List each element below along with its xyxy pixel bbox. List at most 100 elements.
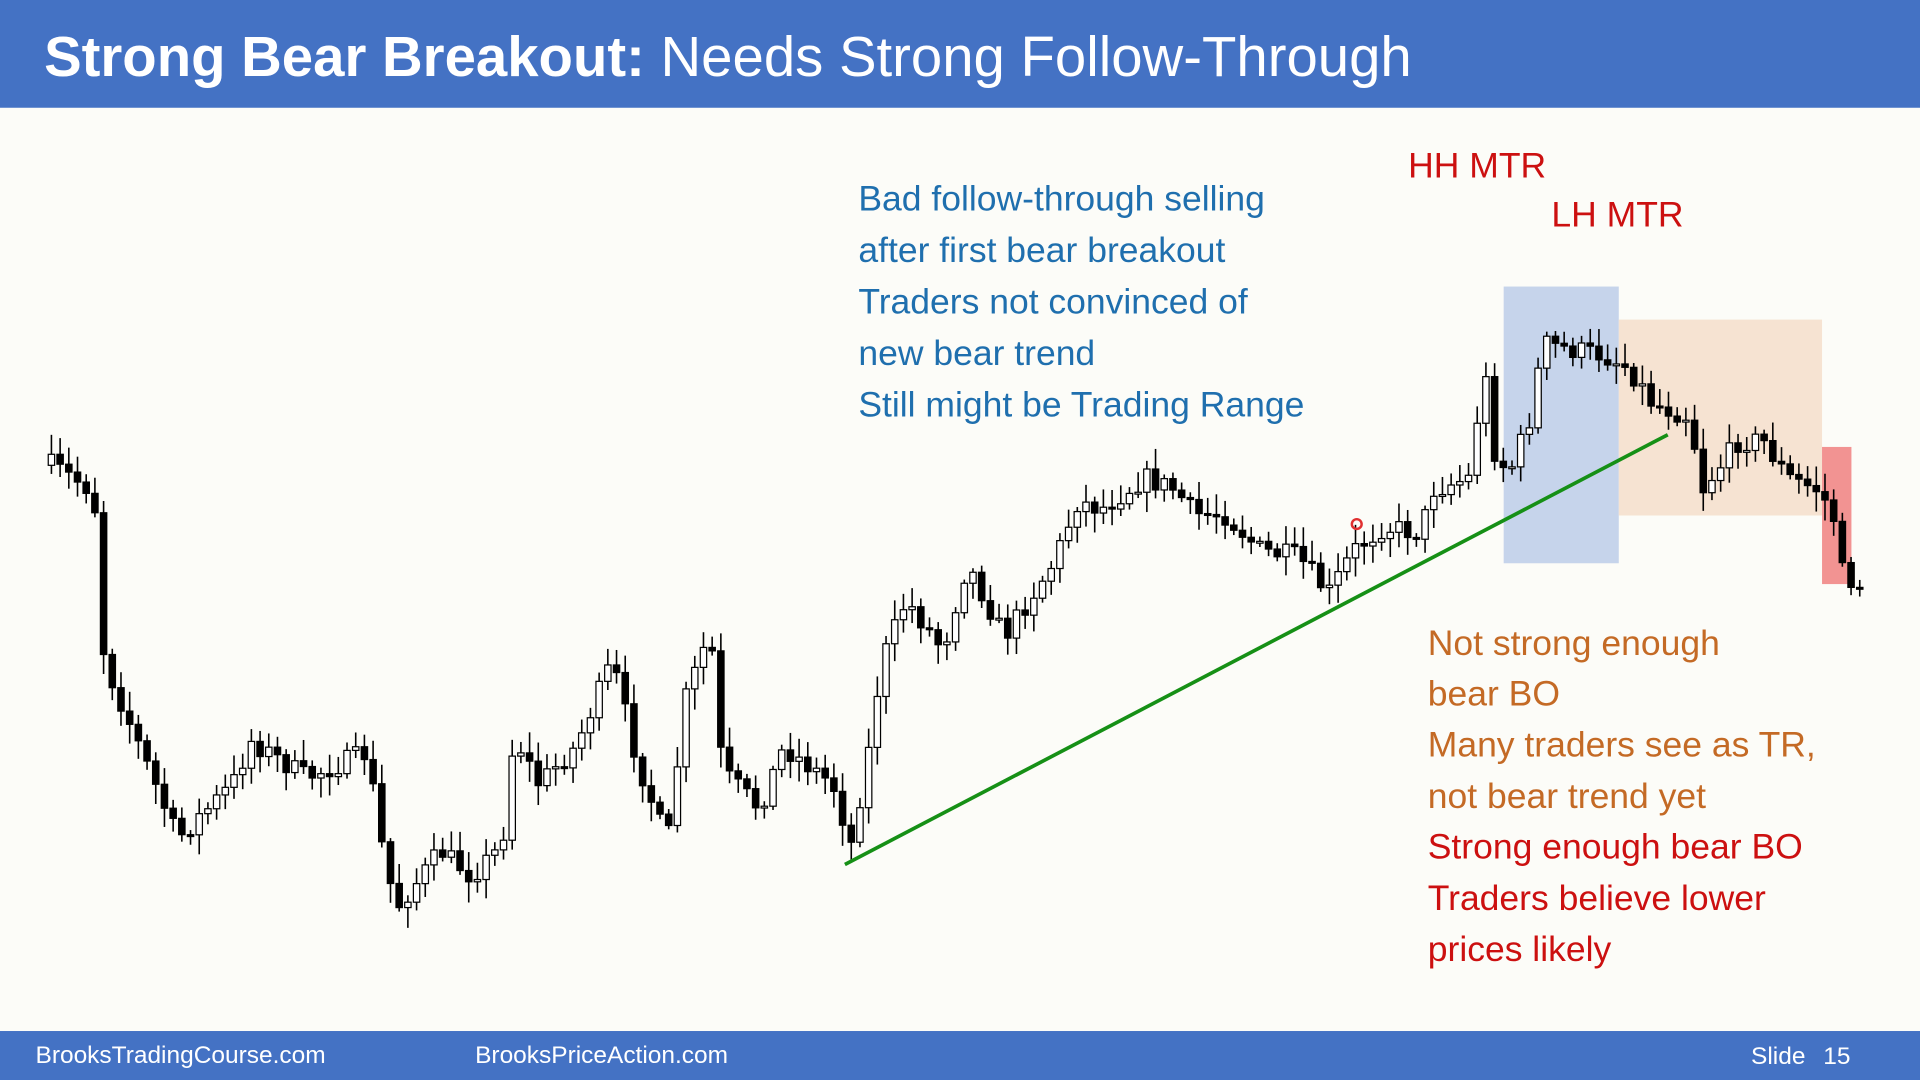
candle-body xyxy=(1203,512,1212,517)
candle-body xyxy=(543,768,551,787)
candle-body xyxy=(1682,419,1690,423)
candle-body xyxy=(91,492,99,514)
candle-body xyxy=(890,619,899,645)
candle-body xyxy=(412,883,421,903)
candle-body xyxy=(1786,463,1795,476)
candle-body xyxy=(143,740,151,762)
candle-body xyxy=(247,740,256,769)
candle-body xyxy=(725,746,734,772)
candle-body xyxy=(1169,478,1177,491)
candle-body xyxy=(847,824,856,843)
candle-body xyxy=(1030,597,1038,616)
candle-body xyxy=(682,688,690,768)
candle-body xyxy=(1656,405,1664,409)
note-line: Traders believe lower xyxy=(1428,878,1766,918)
candle-body xyxy=(1456,480,1464,486)
candle-body xyxy=(1812,484,1821,493)
candle-body xyxy=(630,703,638,758)
candle-body xyxy=(864,746,873,809)
candle-body xyxy=(351,746,360,752)
candle-body xyxy=(1821,491,1829,501)
note-line: Many traders see as TR, xyxy=(1428,725,1816,765)
title-rest: Needs Strong Follow-Through xyxy=(661,25,1412,88)
candle-body xyxy=(934,629,942,646)
candle-body xyxy=(821,767,829,779)
candle-body xyxy=(334,773,343,778)
note-line: new bear trend xyxy=(858,333,1095,373)
candle-body xyxy=(273,746,282,756)
candle-body xyxy=(1490,376,1499,462)
candle-body xyxy=(1273,548,1282,558)
candle-body xyxy=(1508,466,1516,470)
trend-line xyxy=(844,433,1669,867)
candle-body xyxy=(230,774,238,788)
blue-zone xyxy=(1503,286,1619,564)
candle-body xyxy=(99,512,108,656)
note-line: bear BO xyxy=(1428,673,1560,713)
note-line: Traders not convinced of xyxy=(858,281,1248,321)
candle-body xyxy=(125,710,134,725)
candle-body xyxy=(534,760,543,787)
candle-body xyxy=(438,849,447,858)
candle-body xyxy=(838,790,847,826)
candle-body xyxy=(899,609,908,621)
footer-left: BrooksTradingCourse.com xyxy=(36,1042,326,1069)
candle-body xyxy=(404,901,412,909)
candle-body xyxy=(1725,442,1734,469)
candle-body xyxy=(1769,440,1777,462)
candle-body xyxy=(1734,442,1742,453)
candle-body xyxy=(178,817,186,836)
candle-body xyxy=(482,854,490,881)
candle-body xyxy=(499,839,508,851)
price-chart xyxy=(47,328,1864,928)
candle-body xyxy=(1751,433,1760,452)
candle-body xyxy=(1360,543,1368,547)
slide-number: 15 xyxy=(1823,1043,1850,1070)
candle-body xyxy=(134,723,143,742)
blue-note: Bad follow-through selling after first b… xyxy=(858,179,1304,425)
candle-body xyxy=(577,732,586,749)
candle-body xyxy=(960,582,969,614)
candle-body xyxy=(1125,492,1134,505)
candle-body xyxy=(517,752,525,757)
candle-body xyxy=(238,767,247,776)
candle-body xyxy=(1421,509,1429,540)
candle-body xyxy=(1603,359,1612,366)
candle-body xyxy=(786,749,795,762)
candle-body xyxy=(647,785,656,803)
candle-body xyxy=(1386,531,1395,540)
candle-body xyxy=(1116,503,1125,510)
note-line: Bad follow-through selling xyxy=(858,179,1265,219)
candle-body xyxy=(586,717,595,734)
note-line: Not strong enough xyxy=(1428,623,1720,663)
candle-body xyxy=(699,646,708,668)
candle-body xyxy=(1629,366,1638,387)
candle-body xyxy=(464,869,473,883)
candle-body xyxy=(1256,540,1264,544)
candle-body xyxy=(569,747,577,769)
candle-body xyxy=(47,453,56,466)
candle-body xyxy=(151,760,160,785)
candle-body xyxy=(917,606,925,629)
orange-note: Not strong enough bear BO Many traders s… xyxy=(1428,623,1816,816)
candle-body xyxy=(369,758,377,785)
candle-body xyxy=(1482,376,1490,424)
candle-body xyxy=(1855,586,1864,590)
candle-body xyxy=(977,571,986,602)
candle-body xyxy=(995,617,1003,621)
candle-body xyxy=(951,612,960,643)
candle-body xyxy=(1803,478,1812,487)
candle-body xyxy=(664,813,673,827)
candle-body xyxy=(673,766,682,827)
candle-body xyxy=(1247,536,1255,543)
candle-body xyxy=(925,627,934,631)
candle-body xyxy=(491,849,499,856)
candle-body xyxy=(873,695,882,749)
candle-body xyxy=(82,481,91,494)
candle-body xyxy=(595,680,603,719)
candle-body xyxy=(943,641,951,646)
candle-body xyxy=(169,807,177,819)
candle-body xyxy=(1621,363,1629,368)
candle-body xyxy=(1542,335,1551,369)
note-line: Still might be Trading Range xyxy=(858,384,1304,424)
